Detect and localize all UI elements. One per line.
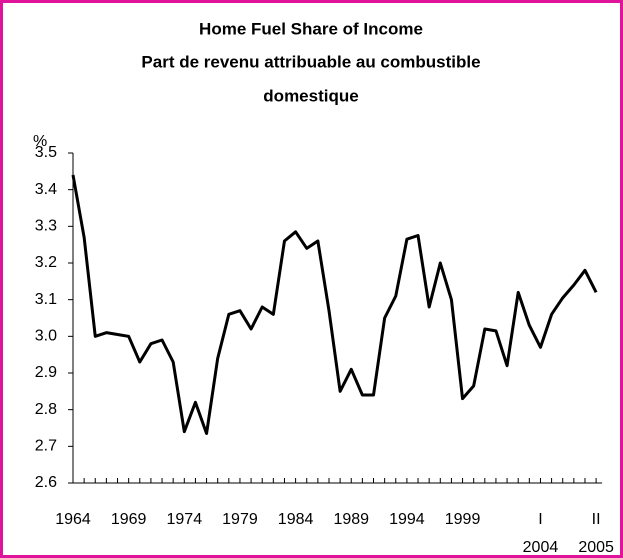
x-tick-label: 1974 <box>167 511 203 528</box>
x-tick-sublabel: 2004 <box>523 539 559 556</box>
y-tick-label: 3.4 <box>35 181 57 198</box>
y-tick-label: 3.0 <box>35 328 57 345</box>
y-tick-label: 2.9 <box>35 364 57 381</box>
x-tick-label: I <box>538 511 542 528</box>
x-tick-label: II <box>592 511 601 528</box>
y-axis-label: % <box>33 133 47 150</box>
x-tick-label: 1984 <box>278 511 314 528</box>
y-tick-label: 2.8 <box>35 401 57 418</box>
y-tick-label: 2.7 <box>35 438 57 455</box>
x-tick-sublabel: 2005 <box>578 539 614 556</box>
x-tick-label: 1989 <box>333 511 369 528</box>
chart-title: Home Fuel Share of Income <box>199 19 423 38</box>
chart-title: Part de revenu attribuable au combustibl… <box>141 52 480 71</box>
x-tick-label: 1969 <box>111 511 147 528</box>
x-tick-label: 1979 <box>222 511 258 528</box>
y-tick-label: 3.3 <box>35 218 57 235</box>
line-series <box>71 174 598 435</box>
chart-title: domestique <box>263 86 358 105</box>
x-tick-label: 1994 <box>389 511 425 528</box>
y-tick-label: 3.5 <box>35 144 57 161</box>
x-tick-label: 1964 <box>55 511 91 528</box>
y-tick-label: 3.1 <box>35 291 57 308</box>
y-tick-label: 2.6 <box>35 474 57 491</box>
x-tick-label: 1999 <box>445 511 481 528</box>
y-tick-label: 3.2 <box>35 254 57 271</box>
